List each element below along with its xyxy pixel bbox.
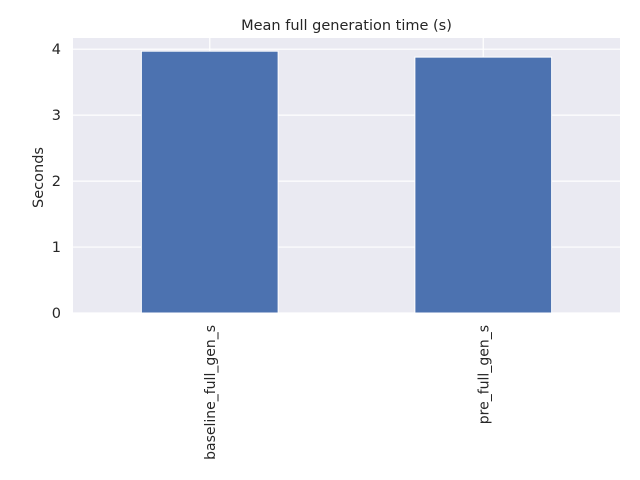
bar-baseline_full_gen_s — [140, 50, 279, 314]
x-tick-label: baseline_full_gen_s — [203, 325, 219, 460]
y-tick-label: 0 — [52, 306, 61, 322]
x-tick-labels: baseline_full_gen_s pre_full_gen_s — [203, 325, 493, 460]
chart-title: Mean full generation time (s) — [241, 18, 452, 34]
y-axis-label: Seconds — [31, 147, 47, 208]
y-tick-label: 1 — [52, 240, 61, 256]
bar-pre_full_gen_s — [414, 56, 553, 314]
y-tick-labels: 0 1 2 3 4 — [52, 42, 61, 322]
y-tick-label: 2 — [52, 174, 61, 190]
bars — [140, 50, 553, 314]
y-tick-label: 4 — [52, 42, 61, 58]
y-tick-label: 3 — [52, 108, 61, 124]
x-tick-label: pre_full_gen_s — [476, 325, 492, 424]
